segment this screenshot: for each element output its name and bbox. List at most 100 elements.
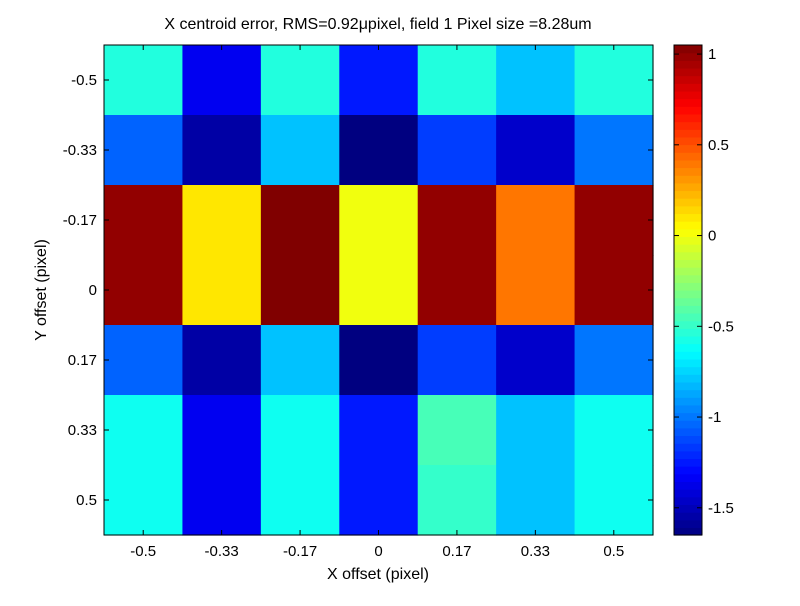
colorbar-segment bbox=[674, 519, 702, 528]
heatmap-cell bbox=[339, 45, 419, 116]
heatmap-cell bbox=[339, 465, 419, 536]
colorbar-segment bbox=[674, 198, 702, 207]
colorbar-segment bbox=[674, 343, 702, 352]
colorbar-segment bbox=[674, 496, 702, 505]
colorbar-segment bbox=[674, 83, 702, 92]
colorbar-segment bbox=[674, 267, 702, 276]
heatmap-cell bbox=[104, 255, 184, 326]
colorbar-segment bbox=[674, 312, 702, 322]
heatmap-cell bbox=[417, 115, 497, 186]
colorbar-segment bbox=[674, 527, 702, 536]
colorbar-segment bbox=[674, 251, 702, 260]
colorbar-segment bbox=[674, 328, 702, 337]
heatmap-cell bbox=[574, 115, 654, 186]
colorbar-segment bbox=[674, 374, 702, 383]
colorbar-segment bbox=[674, 113, 702, 123]
heatmap-cell bbox=[182, 465, 262, 536]
colorbar-segment bbox=[674, 175, 702, 184]
colorbar-segment bbox=[674, 351, 702, 360]
colorbar-segment bbox=[674, 282, 702, 291]
heatmap-cell bbox=[496, 185, 576, 256]
colorbar-segment bbox=[674, 106, 702, 115]
heatmap-cell bbox=[260, 255, 340, 326]
colorbar-segment bbox=[674, 205, 702, 215]
heatmap-cell bbox=[417, 45, 497, 116]
colorbar-segment bbox=[674, 366, 702, 375]
colorbar-segment bbox=[674, 466, 702, 475]
heatmap-cell bbox=[104, 115, 184, 186]
y-axis-label: Y offset (pixel) bbox=[33, 239, 50, 341]
colorbar-segment bbox=[674, 159, 702, 169]
colorbar-segment bbox=[674, 144, 702, 153]
heatmap-cells bbox=[104, 45, 654, 536]
colorbar-segment bbox=[674, 52, 702, 61]
colorbar-segment bbox=[674, 381, 702, 391]
colorbar-segment bbox=[674, 290, 702, 299]
colorbar-segment bbox=[674, 358, 702, 368]
colorbar-segment bbox=[674, 473, 702, 483]
colorbar-segment bbox=[674, 152, 702, 161]
x-tick-label: 0.17 bbox=[442, 543, 471, 560]
colorbar-segment bbox=[674, 228, 702, 238]
y-axis-ticks: -0.5 -0.33 -0.17 0 0.17 0.33 0.5 bbox=[63, 72, 653, 509]
colorbar-segment bbox=[674, 182, 702, 192]
y-tick-label: -0.17 bbox=[63, 212, 97, 229]
colorbar-tick-label: -1 bbox=[708, 409, 721, 426]
x-tick-label: 0.5 bbox=[603, 543, 624, 560]
x-tick-label: 0 bbox=[374, 543, 382, 560]
colorbar-segment bbox=[674, 305, 702, 314]
colorbar: 1 0.5 0 -0.5 -1 -1.5 bbox=[673, 44, 734, 536]
colorbar-tick-label: 0 bbox=[708, 228, 716, 245]
heatmap-cell bbox=[496, 325, 576, 396]
colorbar-segment bbox=[674, 75, 702, 84]
colorbar-segment bbox=[674, 136, 702, 146]
colorbar-segment bbox=[674, 335, 702, 345]
heatmap-cell bbox=[496, 395, 576, 466]
colorbar-segment bbox=[674, 443, 702, 452]
heatmap-cell bbox=[339, 115, 419, 186]
y-tick-label: 0 bbox=[89, 282, 97, 299]
colorbar-segment bbox=[674, 259, 702, 268]
colorbar-segment bbox=[674, 450, 702, 460]
heatmap-cell bbox=[260, 325, 340, 396]
y-tick-label: 0.33 bbox=[68, 422, 97, 439]
heatmap-cell bbox=[417, 185, 497, 256]
colorbar-frame bbox=[673, 44, 703, 536]
colorbar-segment bbox=[674, 412, 702, 421]
colorbar-segment bbox=[674, 129, 702, 138]
colorbar-segment bbox=[674, 397, 702, 406]
heatmap-cell bbox=[182, 45, 262, 116]
heatmap-cell bbox=[182, 115, 262, 186]
heatmap-cell bbox=[496, 115, 576, 186]
colorbar-tick-label: 0.5 bbox=[708, 137, 729, 154]
colorbar-segment bbox=[674, 67, 702, 77]
colorbar-segment bbox=[674, 60, 702, 69]
x-tick-label: -0.17 bbox=[283, 543, 317, 560]
colorbar-segment bbox=[674, 45, 702, 54]
heatmap-cell bbox=[417, 255, 497, 326]
colorbar-segment bbox=[674, 221, 702, 230]
heatmap-cell bbox=[104, 465, 184, 536]
heatmap-cell bbox=[574, 395, 654, 466]
x-tick-label: -0.5 bbox=[130, 543, 156, 560]
heatmap-cell bbox=[339, 185, 419, 256]
heatmap-cell bbox=[260, 185, 340, 256]
heatmap-cell bbox=[182, 395, 262, 466]
x-tick-label: -0.33 bbox=[205, 543, 239, 560]
colorbar-segment bbox=[674, 297, 702, 306]
heatmap-cell bbox=[574, 45, 654, 116]
colorbar-segment bbox=[674, 244, 702, 253]
colorbar-segment bbox=[674, 190, 702, 199]
heatmap-cell bbox=[339, 325, 419, 396]
heatmap-cell bbox=[104, 395, 184, 466]
heatmap-cell bbox=[417, 465, 497, 536]
colorbar-segment bbox=[674, 458, 702, 467]
colorbar-segment bbox=[674, 167, 702, 176]
colorbar-segment bbox=[674, 98, 702, 107]
heatmap-cell bbox=[260, 45, 340, 116]
y-tick-label: -0.5 bbox=[71, 72, 97, 89]
colorbar-segment bbox=[674, 489, 702, 498]
y-tick-label: -0.33 bbox=[63, 142, 97, 159]
heatmap-cell bbox=[574, 325, 654, 396]
